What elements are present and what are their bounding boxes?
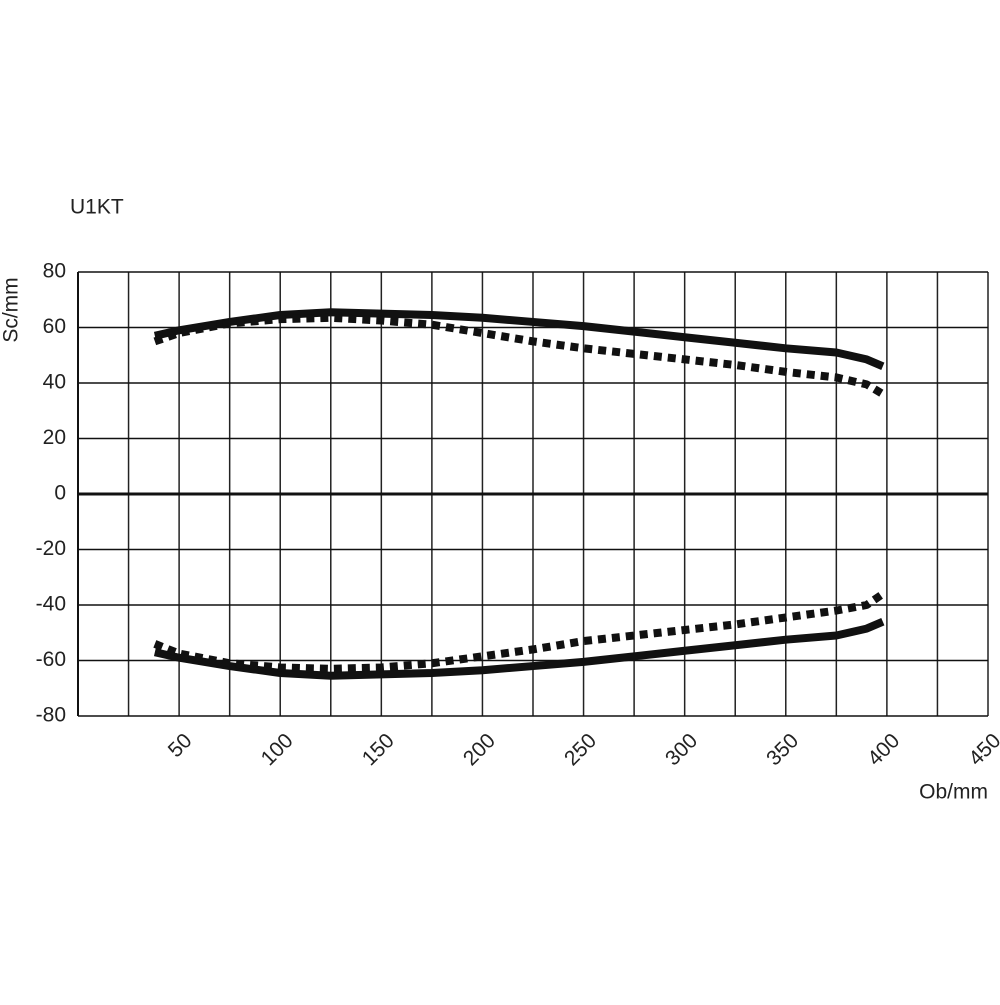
y-tick-label: -40 bbox=[36, 593, 66, 616]
line-series bbox=[153, 617, 885, 680]
line-series bbox=[153, 590, 886, 673]
x-tick-label: 400 bbox=[863, 729, 904, 770]
line-series bbox=[153, 308, 885, 371]
x-axis-label: Ob/mm bbox=[919, 781, 988, 804]
x-tick-label: 50 bbox=[164, 729, 197, 762]
y-tick-label: 0 bbox=[54, 482, 66, 505]
y-tick-label: -20 bbox=[36, 537, 66, 560]
y-tick-label: 80 bbox=[43, 260, 66, 283]
y-tick-label: 40 bbox=[43, 371, 66, 394]
y-axis-label: Sc/mm bbox=[0, 277, 23, 342]
y-tick-label: -60 bbox=[36, 648, 66, 671]
y-tick-label: -80 bbox=[36, 704, 66, 727]
x-tick-label: 100 bbox=[257, 729, 298, 770]
y-tick-label: 20 bbox=[43, 426, 66, 449]
chart-title: U1KT bbox=[70, 196, 124, 219]
x-tick-label: 450 bbox=[964, 729, 1000, 770]
line-series bbox=[153, 313, 885, 398]
x-tick-label: 200 bbox=[459, 729, 500, 770]
x-tick-label: 150 bbox=[358, 729, 399, 770]
x-tick-label: 250 bbox=[560, 729, 601, 770]
y-tick-label: 60 bbox=[43, 315, 66, 338]
x-tick-label: 300 bbox=[661, 729, 702, 770]
x-tick-label: 350 bbox=[762, 729, 803, 770]
